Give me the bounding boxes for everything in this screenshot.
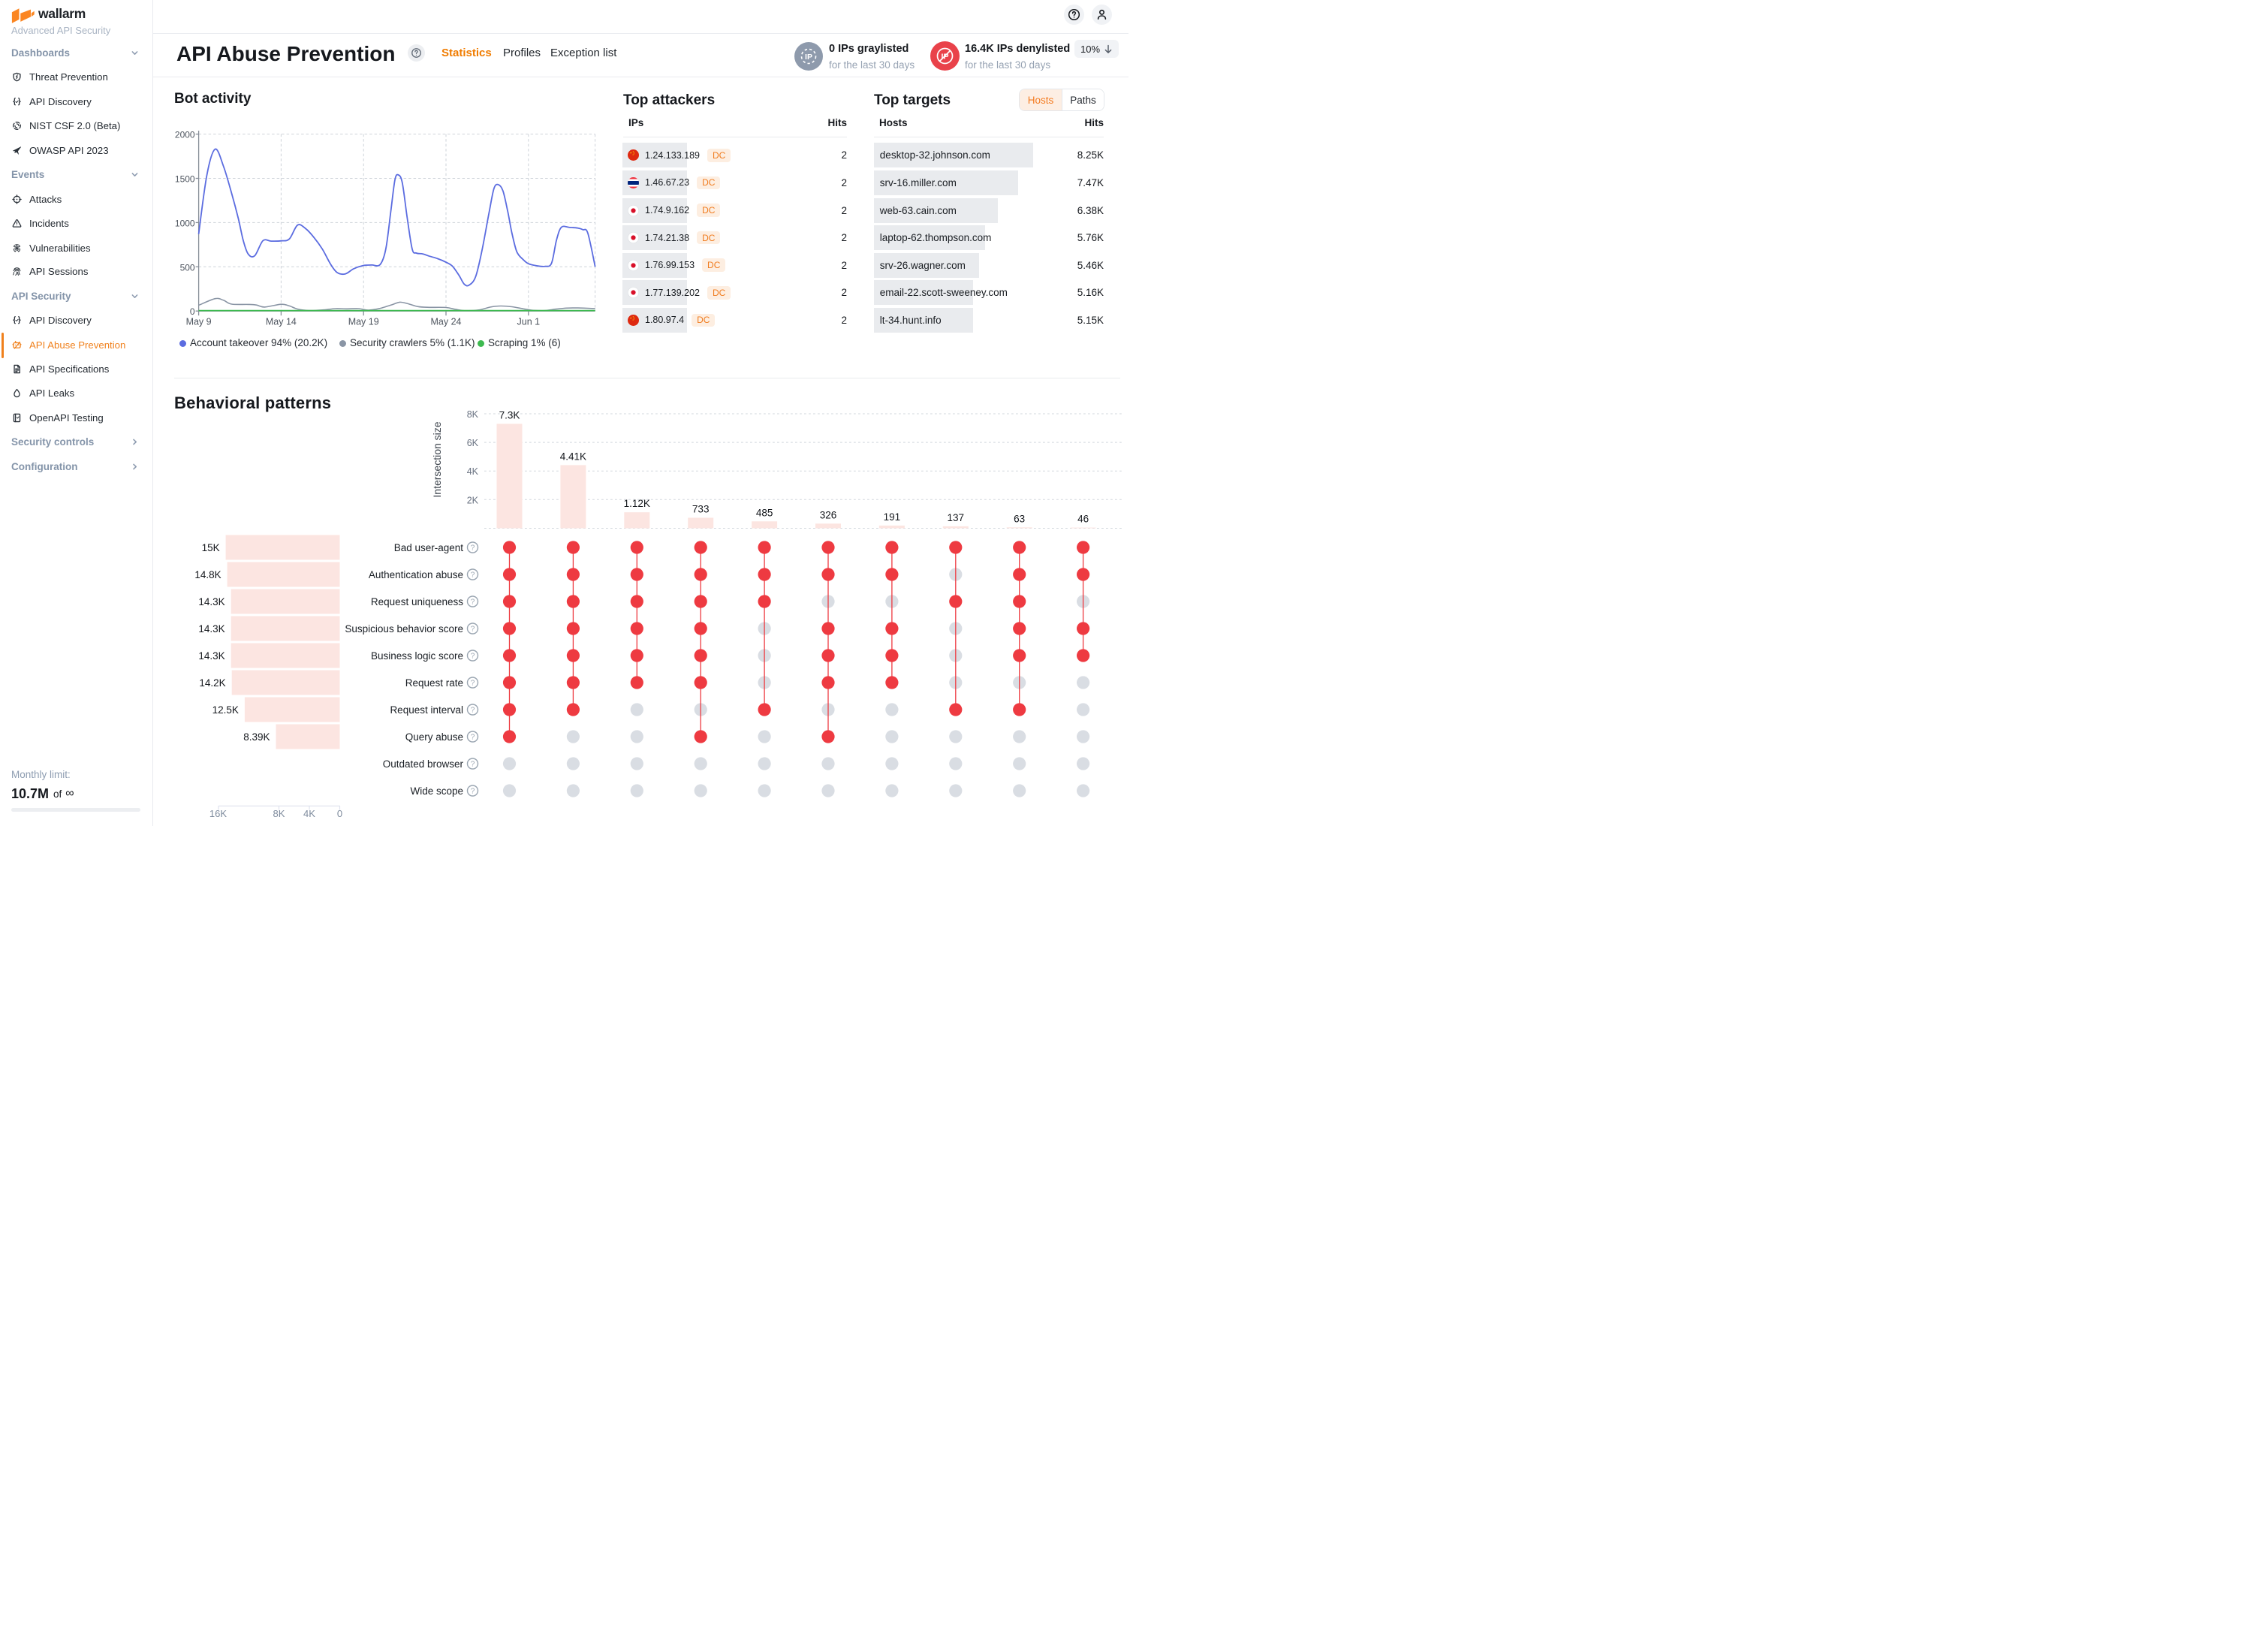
- svg-text:IP: IP: [805, 53, 812, 62]
- svg-text:?: ?: [471, 680, 475, 688]
- svg-text:14.8K: 14.8K: [194, 569, 221, 580]
- svg-text:1000: 1000: [175, 218, 195, 228]
- svg-text:?: ?: [471, 761, 475, 769]
- svg-text:14.3K: 14.3K: [198, 623, 224, 635]
- svg-text:May 14: May 14: [266, 317, 297, 327]
- svg-text:16K: 16K: [209, 808, 227, 819]
- svg-text:8K: 8K: [273, 808, 285, 819]
- svg-text:12.5K: 12.5K: [212, 704, 239, 716]
- svg-text:191: 191: [884, 511, 901, 523]
- svg-text:4K: 4K: [303, 808, 315, 819]
- svg-text:4.41K: 4.41K: [560, 451, 586, 462]
- svg-text:Request uniqueness: Request uniqueness: [371, 596, 463, 607]
- svg-text:Request rate: Request rate: [405, 677, 463, 689]
- svg-text:1.12K: 1.12K: [624, 498, 650, 509]
- svg-text:May 19: May 19: [348, 317, 379, 327]
- svg-text:IP: IP: [942, 52, 949, 61]
- svg-text:7.3K: 7.3K: [499, 409, 520, 421]
- svg-text:8K: 8K: [467, 409, 479, 420]
- svg-text:14.3K: 14.3K: [198, 596, 224, 607]
- svg-text:?: ?: [471, 653, 475, 661]
- svg-text:Wide scope: Wide scope: [410, 785, 463, 797]
- svg-text:6K: 6K: [467, 438, 479, 448]
- svg-text:?: ?: [471, 707, 475, 715]
- svg-text:?: ?: [471, 571, 475, 580]
- svg-text:?: ?: [471, 598, 475, 607]
- svg-text:Request interval: Request interval: [390, 704, 463, 716]
- svg-text:14.2K: 14.2K: [199, 677, 225, 689]
- svg-text:14.3K: 14.3K: [198, 650, 224, 662]
- svg-text:0: 0: [337, 808, 342, 819]
- svg-text:4K: 4K: [467, 466, 479, 477]
- svg-text:?: ?: [471, 544, 475, 553]
- svg-text:2000: 2000: [175, 130, 195, 140]
- svg-text:Jun 1: Jun 1: [517, 317, 541, 327]
- svg-text:?: ?: [471, 734, 475, 742]
- svg-text:8.39K: 8.39K: [243, 731, 270, 743]
- svg-text:May 24: May 24: [431, 317, 462, 327]
- svg-text:46: 46: [1077, 514, 1089, 525]
- svg-text:0: 0: [190, 306, 195, 317]
- svg-text:733: 733: [692, 504, 710, 515]
- svg-text:326: 326: [820, 509, 837, 520]
- svg-text:May 9: May 9: [186, 317, 212, 327]
- svg-text:Intersection size: Intersection size: [431, 421, 443, 497]
- svg-text:137: 137: [948, 512, 965, 523]
- svg-text:?: ?: [471, 626, 475, 634]
- svg-text:?: ?: [471, 788, 475, 796]
- svg-text:63: 63: [1014, 513, 1025, 524]
- svg-text:1500: 1500: [175, 174, 195, 185]
- svg-text:2K: 2K: [467, 495, 479, 505]
- svg-text:485: 485: [756, 507, 773, 518]
- svg-text:Bad user-agent: Bad user-agent: [394, 542, 464, 553]
- svg-text:Outdated browser: Outdated browser: [383, 758, 464, 770]
- svg-text:500: 500: [180, 262, 195, 273]
- svg-text:Suspicious behavior score: Suspicious behavior score: [345, 623, 463, 635]
- svg-text:Authentication abuse: Authentication abuse: [369, 569, 463, 580]
- svg-text:Business logic score: Business logic score: [371, 650, 463, 662]
- svg-text:15K: 15K: [202, 542, 220, 553]
- svg-text:Query abuse: Query abuse: [405, 731, 463, 743]
